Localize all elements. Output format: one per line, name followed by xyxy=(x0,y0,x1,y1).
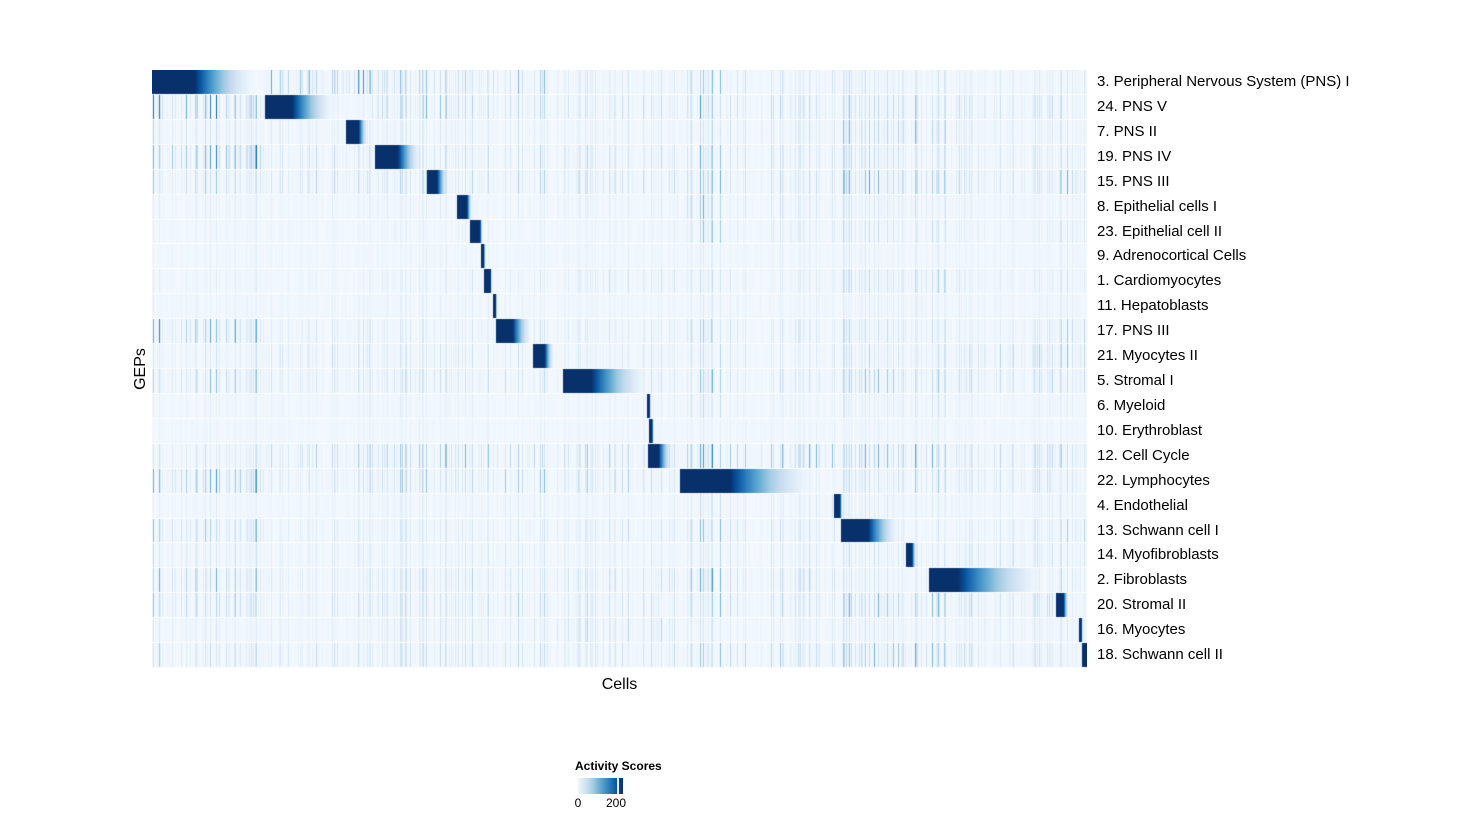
row-label: 3. Peripheral Nervous System (PNS) I xyxy=(1097,73,1350,90)
y-axis-label: GEPs xyxy=(132,348,149,390)
row-label: 13. Schwann cell I xyxy=(1097,521,1219,539)
x-axis-label: Cells xyxy=(601,676,638,693)
row-label: 14. Myofibroblasts xyxy=(1097,546,1219,564)
row-labels: 3. Peripheral Nervous System (PNS) I 24. … xyxy=(1097,70,1452,668)
row-label: 21. Myocytes II xyxy=(1097,347,1198,365)
row-label: 2. Fibroblasts xyxy=(1097,571,1188,589)
row-label: 15. PNS III xyxy=(1097,172,1170,190)
row-label: 23. Epithelial cell II xyxy=(1097,222,1223,240)
row-label: 22. Lymphocytes xyxy=(1097,471,1210,489)
colorbar-gradient xyxy=(575,778,623,794)
row-label: 5. Stromal I xyxy=(1097,372,1174,389)
colorbar-tick-label-200: 200 xyxy=(605,796,627,810)
row-label: 1. Cardiomyocytes xyxy=(1097,272,1222,290)
row-label: 10. Erythroblast xyxy=(1097,421,1203,439)
colorbar-tick-200 xyxy=(616,778,619,794)
row-label: 8. Epithelial cells I xyxy=(1097,197,1218,215)
row-label: 16. Myocytes xyxy=(1097,621,1186,639)
row-label: 6. Myeloid xyxy=(1097,396,1166,414)
row-label: 24. PNS V xyxy=(1097,97,1168,115)
row-label: 12. Cell Cycle xyxy=(1097,446,1190,464)
colorbar-tick-label-0: 0 xyxy=(574,796,582,810)
colorbar-tick-0 xyxy=(575,778,578,794)
row-label: 7. PNS II xyxy=(1097,122,1158,140)
row-label: 4. Endothelial xyxy=(1097,496,1188,514)
heatmap-canvas xyxy=(152,70,1087,668)
row-label: 11. Hepatoblasts xyxy=(1097,297,1209,315)
colorbar-title: Activity Scores xyxy=(575,759,662,773)
row-label: 9. Adrenocortical Cells xyxy=(1097,247,1247,265)
row-label: 19. PNS IV xyxy=(1097,147,1172,165)
row-label: 18. Schwann cell II xyxy=(1097,646,1223,664)
row-label: 20. Stromal II xyxy=(1097,596,1187,614)
row-label: 17. PNS III xyxy=(1097,322,1170,340)
